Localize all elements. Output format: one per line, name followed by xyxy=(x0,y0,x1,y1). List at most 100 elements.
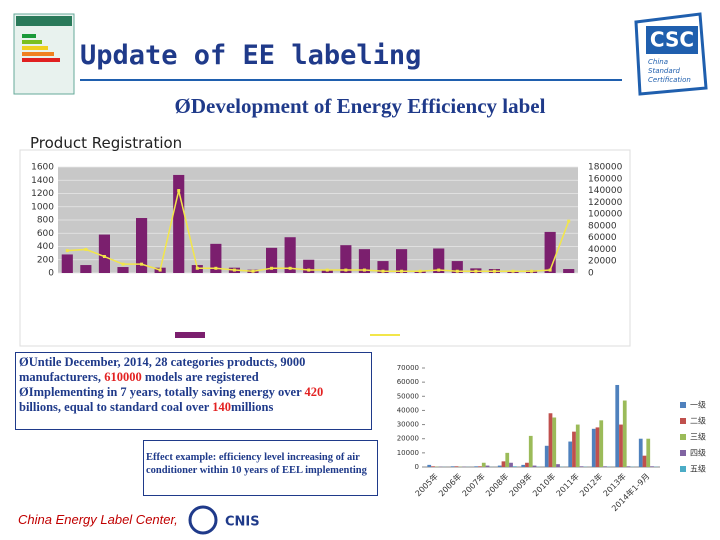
line-marker xyxy=(232,268,236,272)
y-tick-label: 1600 xyxy=(31,163,54,173)
y2-tick-label: 160000 xyxy=(588,174,623,184)
bar xyxy=(433,248,445,273)
logo-tagline: Standard xyxy=(648,67,681,75)
bar xyxy=(638,438,643,467)
bar xyxy=(431,466,435,467)
y-tick-label: 30000 xyxy=(397,421,419,429)
bar xyxy=(485,465,490,467)
bar xyxy=(528,435,533,467)
line-marker xyxy=(455,269,459,273)
bar xyxy=(321,270,333,273)
y2-tick-label: 20000 xyxy=(588,257,617,267)
bar xyxy=(532,465,537,467)
bar xyxy=(173,174,185,273)
bar xyxy=(284,237,296,273)
y-tick-label: 50000 xyxy=(397,392,419,400)
bar xyxy=(512,466,517,467)
x-tick-label: 2011年 xyxy=(554,471,581,498)
bar xyxy=(603,466,607,467)
line-marker xyxy=(140,262,144,266)
legend-label: 三级 xyxy=(690,432,706,442)
bar xyxy=(303,259,315,273)
bar xyxy=(552,417,557,467)
bar xyxy=(61,254,73,273)
section-title: Product Registration xyxy=(30,134,183,152)
bar xyxy=(619,424,623,467)
bar xyxy=(525,462,529,467)
bar xyxy=(544,445,549,467)
line-marker xyxy=(102,255,106,259)
line-marker xyxy=(214,266,218,270)
highlight: 420 xyxy=(304,385,324,399)
bar xyxy=(358,249,370,273)
legend-label: 一级 xyxy=(690,400,706,410)
legend-swatch xyxy=(680,434,686,440)
bullet: ØUntile December, 2014, 28 categories pr… xyxy=(19,355,306,384)
line-marker xyxy=(288,266,292,270)
line-marker xyxy=(437,268,441,272)
bar xyxy=(599,420,604,467)
x-tick-label: 2012年 xyxy=(577,471,604,498)
line-marker xyxy=(400,269,404,273)
bullet-text: billions, equal to standard coal over xyxy=(19,400,213,414)
line-marker xyxy=(270,266,274,270)
line-marker xyxy=(418,269,422,273)
bar xyxy=(501,461,506,467)
bar xyxy=(478,466,482,467)
logo-text: CSC xyxy=(650,28,694,52)
bar xyxy=(556,464,560,467)
y-tick-label: 400 xyxy=(37,242,54,252)
y-tick-label: 600 xyxy=(37,229,54,239)
bar xyxy=(509,462,513,467)
label-bar xyxy=(22,52,54,56)
logo-box xyxy=(646,26,698,54)
line-marker xyxy=(548,268,552,272)
line-marker xyxy=(84,247,88,251)
line-marker xyxy=(177,189,181,193)
bar xyxy=(454,466,459,467)
notes-box: ØUntile December, 2014, 28 categories pr… xyxy=(15,352,372,430)
label-bar xyxy=(22,58,60,62)
y-tick-label: 200 xyxy=(37,255,54,265)
legend-swatch xyxy=(680,402,686,408)
bullet-text: millions xyxy=(230,400,274,414)
bar xyxy=(340,245,352,273)
line-marker xyxy=(530,269,534,273)
y-tick-label: 10000 xyxy=(397,449,419,457)
line-marker xyxy=(511,269,515,273)
y2-tick-label: 140000 xyxy=(588,186,623,196)
label-image-header xyxy=(16,16,72,26)
highlight: 610000 xyxy=(104,370,142,384)
bar xyxy=(622,400,627,467)
label-bar xyxy=(22,34,36,38)
legend-swatch xyxy=(175,332,205,338)
bar xyxy=(117,267,129,273)
y-tick-label: 0 xyxy=(48,269,54,279)
bar xyxy=(568,441,573,467)
line-marker xyxy=(381,269,385,273)
bar xyxy=(98,234,110,273)
bar xyxy=(396,249,408,273)
bullet-text: models are registered xyxy=(141,370,259,384)
line xyxy=(67,190,570,272)
bar xyxy=(579,466,584,467)
y-tick-label: 60000 xyxy=(397,378,419,386)
x-tick-label: 2007年 xyxy=(460,471,487,498)
bar xyxy=(642,455,647,467)
bar xyxy=(210,243,222,273)
line-marker xyxy=(158,268,162,272)
line-marker xyxy=(492,269,496,273)
y2-tick-label: 180000 xyxy=(588,163,623,173)
logo-tagline: Certification xyxy=(648,76,691,84)
y2-tick-label: 40000 xyxy=(588,245,617,255)
bar xyxy=(377,261,389,273)
subtitle-text: Development of Energy Efficiency label xyxy=(190,94,546,118)
y-tick-label: 0 xyxy=(415,463,419,471)
line-marker xyxy=(251,269,255,273)
line-marker xyxy=(195,266,199,270)
y-tick-label: 20000 xyxy=(397,435,419,443)
x-tick-label: 2010年 xyxy=(530,471,557,498)
cnis-logo xyxy=(188,505,218,535)
y2-tick-label: 60000 xyxy=(588,233,617,243)
bar xyxy=(427,464,432,467)
